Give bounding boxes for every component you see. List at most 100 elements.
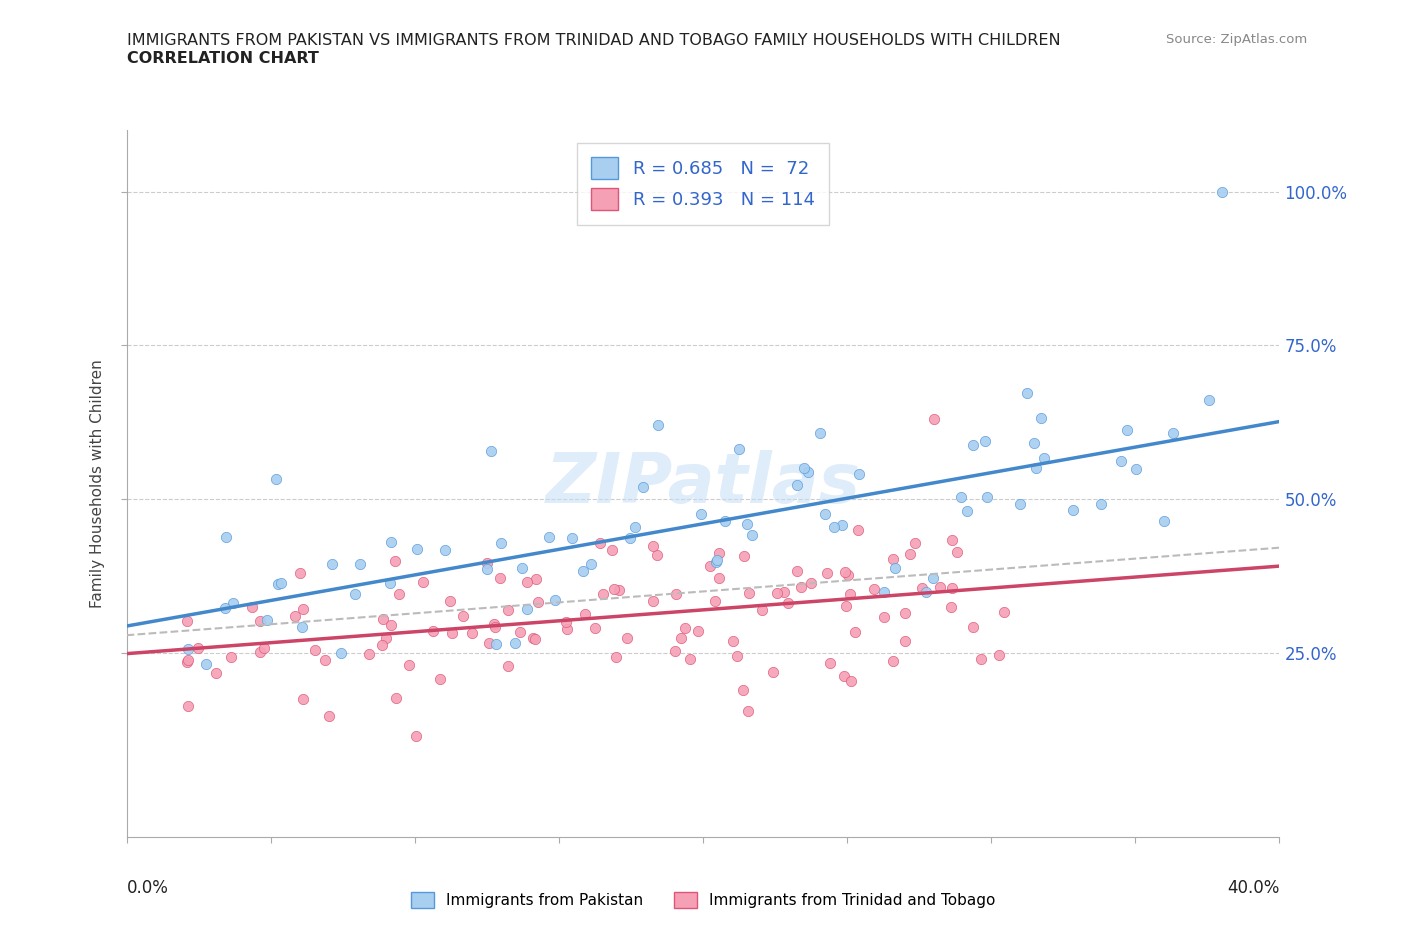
Point: [922, 412, 945, 427]
Point: [1017, 385, 1039, 400]
Point: [738, 586, 761, 601]
Point: [498, 603, 520, 618]
Point: [330, 645, 353, 660]
Point: [603, 581, 626, 596]
Point: [204, 666, 226, 681]
Point: [384, 690, 406, 705]
Point: [214, 600, 236, 615]
Point: [733, 549, 755, 564]
Point: [778, 595, 800, 610]
Point: [679, 652, 702, 667]
Point: [1125, 461, 1147, 476]
Point: [398, 658, 420, 672]
Point: [988, 647, 1011, 662]
Legend: R = 0.685   N =  72, R = 0.393   N = 114: R = 0.685 N = 72, R = 0.393 N = 114: [576, 143, 830, 225]
Point: [848, 467, 870, 482]
Point: [839, 673, 862, 688]
Point: [318, 709, 340, 724]
Point: [725, 648, 748, 663]
Point: [884, 561, 907, 576]
Point: [786, 564, 808, 578]
Point: [645, 548, 668, 563]
Point: [699, 559, 721, 574]
Text: CORRELATION CHART: CORRELATION CHART: [127, 51, 318, 66]
Point: [371, 612, 394, 627]
Point: [882, 551, 904, 566]
Point: [292, 602, 315, 617]
Text: IMMIGRANTS FROM PAKISTAN VS IMMIGRANTS FROM TRINIDAD AND TOBAGO FAMILY HOUSEHOLD: IMMIGRANTS FROM PAKISTAN VS IMMIGRANTS F…: [127, 33, 1060, 47]
Point: [790, 579, 813, 594]
Point: [267, 577, 290, 591]
Point: [950, 489, 973, 504]
Point: [690, 507, 713, 522]
Point: [488, 571, 510, 586]
Point: [894, 633, 917, 648]
Point: [616, 631, 638, 645]
Point: [349, 556, 371, 571]
Point: [728, 442, 751, 457]
Point: [643, 538, 665, 553]
Point: [1211, 184, 1233, 199]
Point: [647, 418, 669, 432]
Point: [544, 593, 567, 608]
Point: [831, 517, 853, 532]
Point: [834, 565, 856, 579]
Point: [797, 465, 820, 480]
Point: [1024, 435, 1046, 450]
Text: 40.0%: 40.0%: [1227, 880, 1279, 897]
Point: [516, 601, 538, 616]
Point: [538, 530, 561, 545]
Point: [524, 571, 547, 586]
Point: [314, 652, 336, 667]
Point: [733, 683, 755, 698]
Point: [1163, 425, 1185, 440]
Point: [439, 594, 461, 609]
Point: [516, 575, 538, 590]
Point: [941, 533, 963, 548]
Point: [344, 587, 367, 602]
Point: [814, 506, 837, 521]
Point: [194, 656, 217, 671]
Point: [380, 535, 402, 550]
Text: ZIPatlas: ZIPatlas: [546, 450, 860, 517]
Point: [643, 593, 665, 608]
Point: [970, 651, 993, 666]
Point: [304, 643, 326, 658]
Point: [256, 613, 278, 628]
Point: [688, 624, 710, 639]
Point: [765, 586, 787, 601]
Point: [523, 631, 546, 646]
Point: [527, 595, 550, 610]
Point: [704, 555, 727, 570]
Point: [873, 584, 896, 599]
Point: [554, 615, 576, 630]
Point: [820, 656, 842, 671]
Point: [589, 536, 612, 551]
Point: [240, 600, 263, 615]
Point: [384, 553, 406, 568]
Point: [288, 565, 311, 580]
Point: [605, 649, 627, 664]
Point: [837, 567, 859, 582]
Point: [422, 623, 444, 638]
Point: [412, 575, 434, 590]
Point: [510, 561, 533, 576]
Point: [1025, 460, 1047, 475]
Point: [561, 530, 583, 545]
Point: [219, 649, 242, 664]
Point: [911, 580, 934, 595]
Point: [862, 582, 884, 597]
Text: Source: ZipAtlas.com: Source: ZipAtlas.com: [1167, 33, 1308, 46]
Point: [571, 564, 593, 578]
Point: [839, 586, 862, 601]
Text: 0.0%: 0.0%: [127, 880, 169, 897]
Point: [429, 671, 451, 686]
Point: [441, 626, 464, 641]
Point: [721, 634, 744, 649]
Point: [485, 636, 508, 651]
Point: [292, 691, 315, 706]
Point: [477, 556, 499, 571]
Point: [669, 631, 692, 645]
Point: [574, 606, 596, 621]
Point: [1033, 451, 1056, 466]
